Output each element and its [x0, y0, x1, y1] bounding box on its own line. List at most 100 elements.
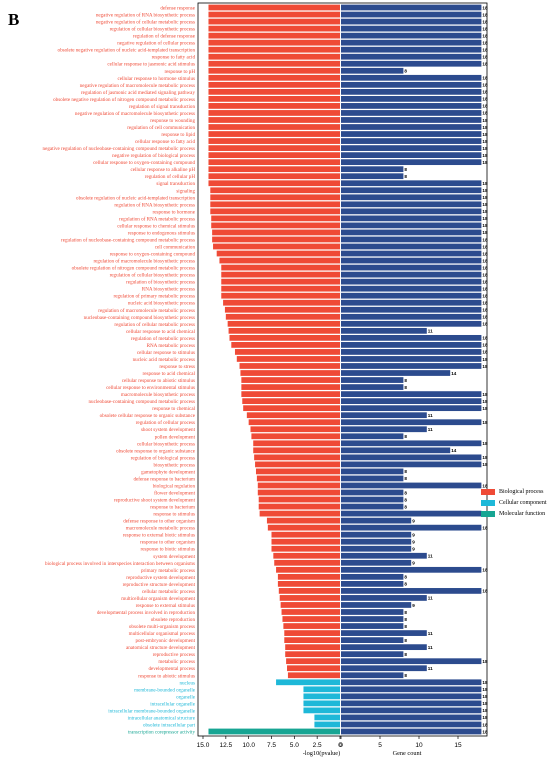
- count-bar: [341, 440, 482, 447]
- count-label: 18: [482, 216, 488, 221]
- term-label: obsolete reproduction: [151, 617, 196, 623]
- count-bar: [341, 180, 482, 187]
- count-label: 18: [482, 132, 488, 137]
- term-label: cellular response to jasmonic acid stimu…: [107, 62, 195, 68]
- count-bar: [341, 370, 451, 376]
- legend: Biological process Cellular component Mo…: [481, 486, 547, 519]
- count-label: 18: [482, 12, 488, 17]
- count-label: 8: [404, 69, 407, 74]
- count-label: 18: [482, 322, 488, 327]
- term-label: defense response: [160, 5, 195, 12]
- count-bar: [341, 552, 427, 559]
- pvalue-bar: [211, 215, 340, 222]
- count-label: 18: [482, 26, 488, 31]
- count-label: 18: [482, 76, 488, 81]
- count-bar: [341, 74, 482, 81]
- pvalue-bar: [208, 81, 340, 88]
- term-label: cellular response to oxygen-containing c…: [93, 160, 195, 166]
- count-bar: [341, 88, 482, 95]
- pvalue-bar: [221, 278, 340, 285]
- pvalue-bar: [208, 60, 340, 67]
- term-label: regulation of RNA biosynthetic process: [114, 201, 195, 208]
- term-label: regulation of cellular metabolic process: [114, 321, 195, 328]
- count-label: 11: [428, 631, 433, 636]
- pvalue-bar: [219, 257, 340, 264]
- pvalue-bar: [251, 433, 340, 440]
- pvalue-bar: [208, 124, 340, 130]
- pvalue-bar: [303, 700, 340, 707]
- count-bar: [341, 482, 482, 489]
- term-label: cellular response to abiotic stimulus: [122, 378, 195, 384]
- pvalue-bar: [208, 166, 340, 173]
- count-bar: [341, 60, 482, 67]
- legend-label-cellular: Cellular component: [499, 499, 547, 506]
- count-label: 18: [482, 202, 488, 207]
- term-label: regulation of cellular process: [136, 419, 195, 426]
- term-label: regulation of nucleobase-containing comp…: [61, 236, 195, 243]
- pvalue-bar: [280, 602, 340, 608]
- count-label: 18: [482, 33, 488, 38]
- term-label: RNA metabolic process: [147, 343, 195, 349]
- term-label: response to biotic stimulus: [141, 547, 195, 553]
- count-label: 8: [404, 469, 407, 474]
- count-bar: [341, 194, 482, 201]
- count-bar: [341, 222, 482, 229]
- pvalue-bar: [314, 714, 340, 721]
- count-label: 11: [428, 427, 433, 432]
- pvalue-bar: [208, 173, 340, 180]
- left-axis-label: -log10(pvalue): [303, 750, 340, 757]
- count-label: 18: [482, 272, 488, 277]
- pvalue-bar: [277, 580, 340, 587]
- term-label: regulation of cellular biosynthetic proc…: [110, 272, 195, 279]
- count-label: 18: [482, 659, 488, 664]
- term-label: biological regulation: [153, 483, 196, 489]
- count-label: 9: [412, 532, 415, 537]
- term-label: response to pH: [164, 69, 195, 75]
- pvalue-bar: [208, 46, 340, 53]
- count-label: 8: [404, 575, 407, 580]
- count-bar: [341, 391, 482, 397]
- pvalue-bar: [277, 573, 340, 580]
- pvalue-bar: [274, 559, 340, 566]
- count-label: 18: [482, 237, 488, 242]
- count-bar: [341, 433, 404, 440]
- count-bar: [341, 405, 482, 412]
- legend-swatch-biological: [481, 488, 495, 495]
- count-label: 11: [428, 666, 433, 671]
- count-label: 18: [482, 729, 488, 734]
- count-label: 8: [404, 617, 407, 622]
- left-axis-tick-label: 5.0: [290, 742, 299, 749]
- count-bar: [341, 110, 482, 116]
- count-bar: [341, 264, 482, 271]
- count-bar: [341, 538, 412, 545]
- count-bar: [341, 679, 482, 686]
- count-label: 8: [404, 638, 407, 643]
- term-label: negative regulation of biological proces…: [112, 152, 195, 159]
- count-bar: [341, 145, 482, 151]
- pvalue-bar: [285, 644, 340, 651]
- count-label: 8: [404, 624, 407, 629]
- pvalue-bar: [243, 405, 340, 412]
- count-label: 8: [404, 652, 407, 657]
- count-label: 18: [482, 462, 488, 467]
- pvalue-bar: [257, 482, 340, 489]
- count-label: 18: [482, 230, 488, 235]
- term-label: reproductive structure development: [123, 582, 196, 588]
- pvalue-bar: [242, 398, 340, 405]
- legend-item-molecular: Molecular function: [481, 508, 547, 519]
- count-label: 18: [482, 19, 488, 24]
- term-label: membrane-bounded organelle: [134, 687, 196, 693]
- count-bar: [341, 644, 427, 651]
- pvalue-bar: [208, 152, 340, 159]
- term-label: response to abiotic stimulus: [138, 673, 195, 679]
- term-label: post-embryonic development: [135, 638, 195, 644]
- count-label: 18: [482, 83, 488, 88]
- term-label: reproductive process: [153, 652, 195, 658]
- count-bar: [341, 173, 404, 180]
- pvalue-bar: [282, 616, 340, 622]
- count-bar: [341, 651, 404, 658]
- count-label: 18: [482, 308, 488, 313]
- count-label: 18: [482, 357, 488, 362]
- count-label: 18: [482, 364, 488, 369]
- term-label: anatomical structure development: [126, 645, 196, 651]
